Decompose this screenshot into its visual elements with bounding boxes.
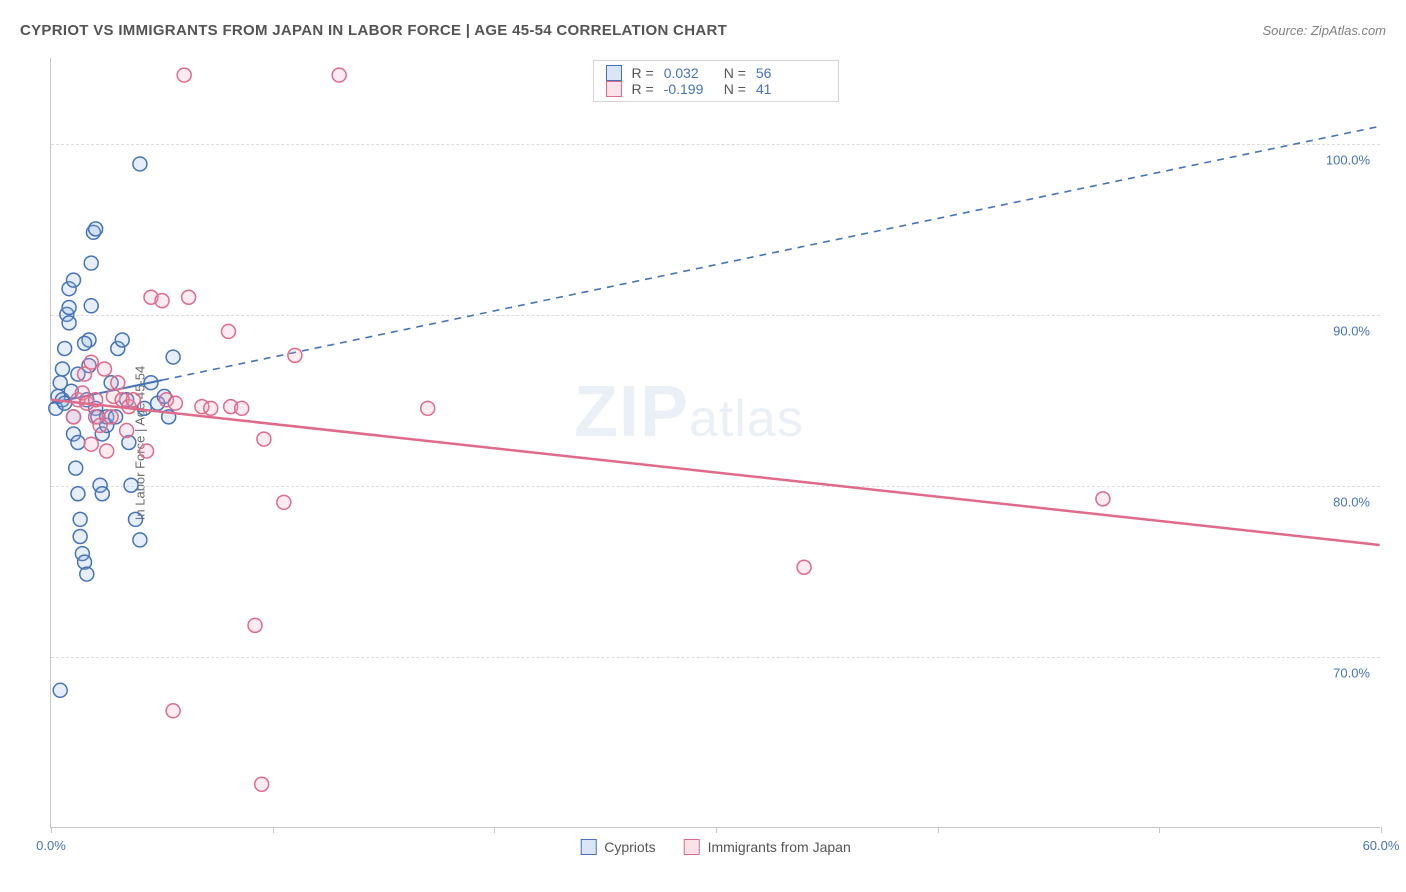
- data-point-cypriots: [124, 478, 138, 492]
- x-tick: [494, 827, 495, 833]
- x-tick: [938, 827, 939, 833]
- chart-svg: [51, 58, 1380, 827]
- x-tick-label: 0.0%: [36, 838, 66, 853]
- data-point-cypriots: [69, 461, 83, 475]
- data-point-cypriots: [71, 487, 85, 501]
- data-point-japan: [248, 618, 262, 632]
- data-point-cypriots: [53, 683, 67, 697]
- data-point-cypriots: [95, 487, 109, 501]
- data-point-cypriots: [133, 157, 147, 171]
- x-tick: [51, 827, 52, 833]
- legend-swatch-japan: [684, 839, 700, 855]
- data-point-japan: [1096, 492, 1110, 506]
- legend-stats-row-cypriots: R = 0.032 N = 56: [606, 65, 826, 81]
- legend-item-cypriots: Cypriots: [580, 839, 655, 855]
- legend-stats-row-japan: R = -0.199 N = 41: [606, 81, 826, 97]
- data-point-japan: [155, 294, 169, 308]
- data-point-japan: [177, 68, 191, 82]
- data-point-japan: [257, 432, 271, 446]
- data-point-cypriots: [73, 529, 87, 543]
- data-point-japan: [104, 410, 118, 424]
- data-point-cypriots: [78, 336, 92, 350]
- x-tick-label: 60.0%: [1363, 838, 1400, 853]
- data-point-japan: [126, 393, 140, 407]
- data-point-japan: [235, 401, 249, 415]
- data-point-japan: [421, 401, 435, 415]
- legend-label: Cypriots: [604, 839, 655, 855]
- data-point-cypriots: [58, 342, 72, 356]
- x-tick: [1159, 827, 1160, 833]
- legend-n-label: N =: [724, 65, 746, 81]
- data-point-cypriots: [89, 222, 103, 236]
- data-point-cypriots: [71, 436, 85, 450]
- x-tick: [716, 827, 717, 833]
- data-point-cypriots: [84, 256, 98, 270]
- legend-swatch-japan: [606, 81, 622, 97]
- data-point-japan: [84, 355, 98, 369]
- legend-r-label: R =: [632, 65, 654, 81]
- data-point-japan: [120, 424, 134, 438]
- data-point-cypriots: [115, 333, 129, 347]
- legend-stats-box: R = 0.032 N = 56 R = -0.199 N = 41: [593, 60, 839, 102]
- chart-title: CYPRIOT VS IMMIGRANTS FROM JAPAN IN LABO…: [20, 22, 727, 39]
- data-point-cypriots: [166, 350, 180, 364]
- legend-n-label: N =: [724, 81, 746, 97]
- legend-swatch-cypriots: [606, 65, 622, 81]
- legend-item-japan: Immigrants from Japan: [684, 839, 851, 855]
- data-point-cypriots: [62, 316, 76, 330]
- legend-n-value: 56: [756, 65, 772, 81]
- data-point-japan: [255, 777, 269, 791]
- data-point-japan: [140, 444, 154, 458]
- data-point-cypriots: [67, 273, 81, 287]
- data-point-japan: [168, 396, 182, 410]
- data-point-japan: [332, 68, 346, 82]
- data-point-cypriots: [80, 567, 94, 581]
- data-point-cypriots: [62, 301, 76, 315]
- x-tick: [1381, 827, 1382, 833]
- plot-area: In Labor Force | Age 45-54 ZIPatlas 70.0…: [50, 58, 1380, 828]
- legend-swatch-cypriots: [580, 839, 596, 855]
- data-point-japan: [797, 560, 811, 574]
- data-point-japan: [166, 704, 180, 718]
- data-point-japan: [182, 290, 196, 304]
- data-point-japan: [100, 444, 114, 458]
- data-point-cypriots: [55, 362, 69, 376]
- legend-label: Immigrants from Japan: [708, 839, 851, 855]
- data-point-japan: [84, 437, 98, 451]
- data-point-japan: [277, 495, 291, 509]
- legend-bottom: Cypriots Immigrants from Japan: [580, 839, 851, 855]
- legend-n-value: 41: [756, 81, 772, 97]
- data-point-japan: [98, 362, 112, 376]
- data-point-japan: [288, 348, 302, 362]
- data-point-japan: [204, 401, 218, 415]
- data-point-japan: [111, 376, 125, 390]
- data-point-cypriots: [84, 299, 98, 313]
- legend-r-value: -0.199: [664, 81, 714, 97]
- x-tick: [273, 827, 274, 833]
- data-point-japan: [221, 324, 235, 338]
- source-label: Source: ZipAtlas.com: [1262, 23, 1386, 38]
- legend-r-value: 0.032: [664, 65, 714, 81]
- data-point-cypriots: [128, 512, 142, 526]
- data-point-japan: [67, 410, 81, 424]
- legend-r-label: R =: [632, 81, 654, 97]
- data-point-cypriots: [133, 533, 147, 547]
- data-point-cypriots: [73, 512, 87, 526]
